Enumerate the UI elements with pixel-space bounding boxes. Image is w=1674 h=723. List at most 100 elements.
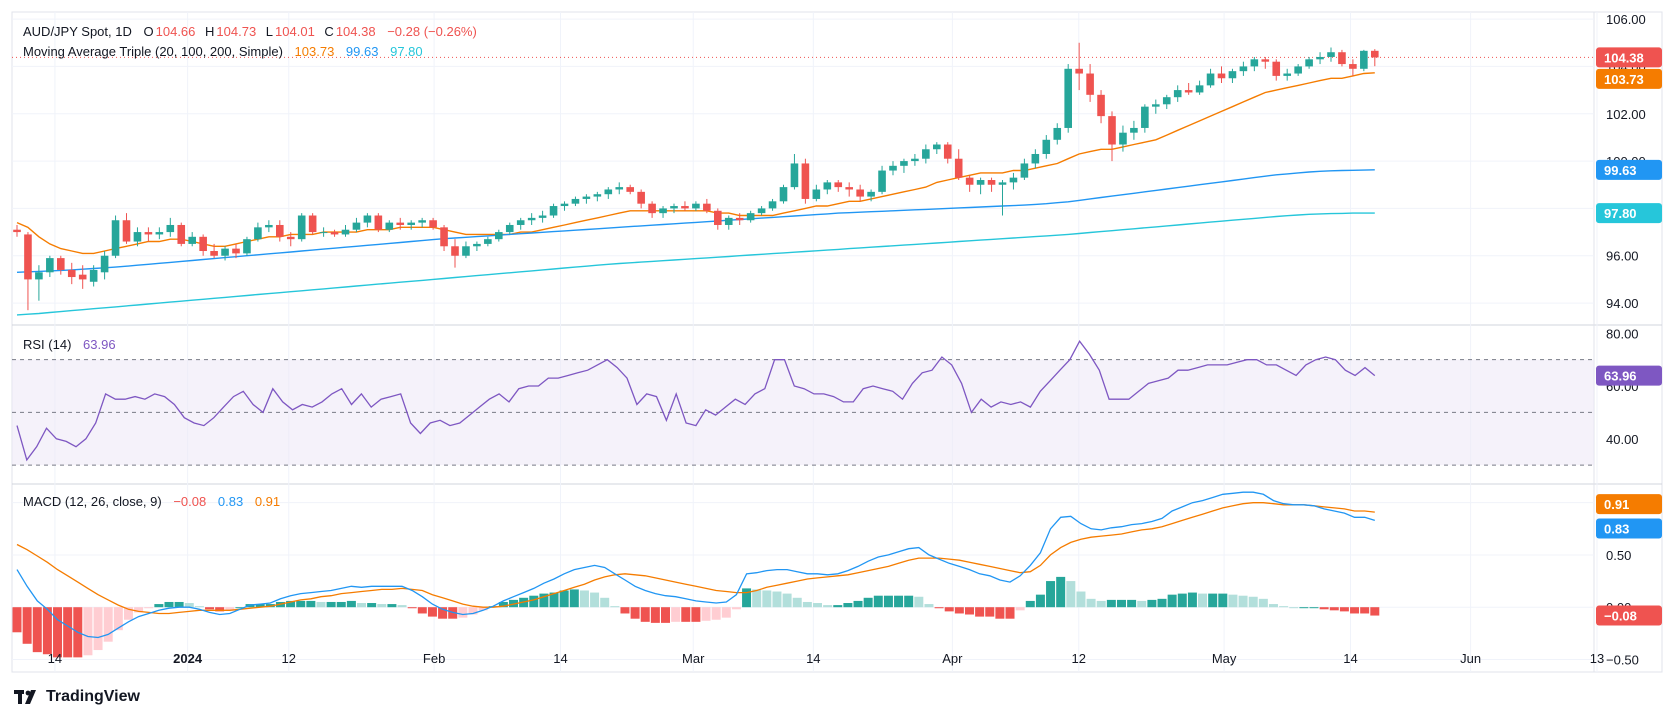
macd-histogram-bar xyxy=(1096,600,1106,608)
macd-histogram-bar xyxy=(134,607,144,613)
candle xyxy=(232,243,240,259)
chart-frame xyxy=(11,11,1663,673)
price-tick-label: 96.00 xyxy=(1606,249,1639,264)
candle-body xyxy=(221,248,229,256)
macd-histogram-bar xyxy=(1289,607,1299,609)
candle-body xyxy=(1283,73,1291,76)
ma200-tag-text: 97.80 xyxy=(1604,206,1637,221)
candle-body xyxy=(1272,61,1281,76)
candle-body xyxy=(1217,73,1226,79)
macd-histogram-bar xyxy=(742,588,752,608)
candle xyxy=(1173,85,1182,102)
macd-hist-tag: −0.08 xyxy=(1596,605,1662,626)
macd-line-tag: 0.83 xyxy=(1596,518,1662,539)
candle xyxy=(1031,149,1040,169)
candle xyxy=(670,203,678,214)
macd-tick-label: 0.50 xyxy=(1606,548,1631,563)
candle xyxy=(46,255,54,278)
macd-histogram-bar xyxy=(53,607,63,658)
candle-body xyxy=(1130,127,1138,133)
candle xyxy=(286,232,295,247)
candle xyxy=(1064,64,1072,133)
candle xyxy=(1250,56,1259,72)
macd-histogram-bar xyxy=(650,607,660,623)
macd-histogram-bar xyxy=(427,607,437,617)
candle xyxy=(724,215,733,230)
candle xyxy=(1130,120,1138,140)
candle xyxy=(735,213,744,225)
candle xyxy=(363,213,372,228)
x-tick-label: 12 xyxy=(282,651,296,666)
rsi-pane xyxy=(12,339,1594,466)
macd-histogram-bar xyxy=(701,607,711,621)
candle-body xyxy=(1152,104,1160,107)
candle xyxy=(473,241,481,252)
macd-histogram-bar xyxy=(681,607,691,622)
macd-signal-tag: 0.91 xyxy=(1596,494,1662,515)
macd-histogram-bar xyxy=(306,600,316,608)
candle-body xyxy=(626,187,634,192)
candle-body xyxy=(571,198,580,204)
candle-body xyxy=(1053,127,1062,140)
candle xyxy=(319,227,328,237)
candle xyxy=(374,213,383,233)
candle xyxy=(276,220,284,242)
candle xyxy=(593,191,602,202)
tradingview-footer[interactable]: TradingView xyxy=(14,688,140,706)
macd-histogram-bar xyxy=(316,601,326,608)
candle xyxy=(78,265,87,289)
candle xyxy=(1195,80,1204,95)
candle xyxy=(308,213,317,235)
x-tick-label: 13 xyxy=(1590,651,1604,666)
candle-body xyxy=(527,217,536,221)
macd-histogram-bar xyxy=(1208,593,1218,608)
macd-histogram-bar xyxy=(843,603,853,608)
macd-histogram-bar xyxy=(1056,576,1066,608)
macd-histogram-bar xyxy=(286,600,296,608)
candle xyxy=(35,265,43,301)
macd-histogram-bar xyxy=(42,607,52,655)
macd-histogram-bar xyxy=(691,607,701,622)
candle-body xyxy=(998,182,1007,185)
ma-line-0 xyxy=(16,72,1375,255)
candle xyxy=(812,184,821,202)
macd-histogram-bar xyxy=(894,595,904,608)
candle-body xyxy=(374,215,383,230)
macd-histogram-bar xyxy=(640,607,650,622)
x-tick-label: 14 xyxy=(553,651,567,666)
macd-histogram-bar xyxy=(529,595,539,608)
candle xyxy=(385,220,394,233)
candle-body xyxy=(24,234,32,280)
macd-histogram-bar xyxy=(1279,606,1289,608)
macd-legend: MACD (12, 26, close, 9) −0.08 0.83 0.91 xyxy=(23,494,282,509)
macd-line-tag-text: 0.83 xyxy=(1604,521,1629,536)
candle-body xyxy=(965,177,974,185)
candle xyxy=(1360,49,1368,72)
macd-line-tag-bg xyxy=(1596,518,1662,539)
candle-body xyxy=(1239,66,1248,72)
candle-body xyxy=(911,158,919,162)
candle xyxy=(177,222,186,247)
candle xyxy=(1272,59,1281,81)
ma20-tag: 103.73 xyxy=(1596,68,1662,89)
candle-body xyxy=(254,227,262,240)
candle-body xyxy=(429,220,437,228)
candle xyxy=(111,215,120,259)
candle-body xyxy=(210,251,218,256)
candle-body xyxy=(1162,97,1171,105)
macd-histogram-bar xyxy=(934,607,944,609)
candle-body xyxy=(1195,85,1204,93)
rsi-band xyxy=(12,359,1594,466)
last-price-tag-text: 104.38 xyxy=(1604,50,1644,65)
macd-histogram-bar xyxy=(1339,607,1349,612)
macd-signal-line xyxy=(16,502,1375,615)
macd-histogram-bar xyxy=(215,607,225,612)
macd-histogram-bar xyxy=(964,607,974,615)
macd-histogram-bar xyxy=(1370,607,1380,616)
macd-histogram-bar xyxy=(498,601,508,608)
candle-body xyxy=(714,210,722,225)
macd-histogram-bar xyxy=(346,600,356,608)
macd-histogram-bar xyxy=(174,601,184,608)
macd-line-value: 0.83 xyxy=(217,494,244,509)
